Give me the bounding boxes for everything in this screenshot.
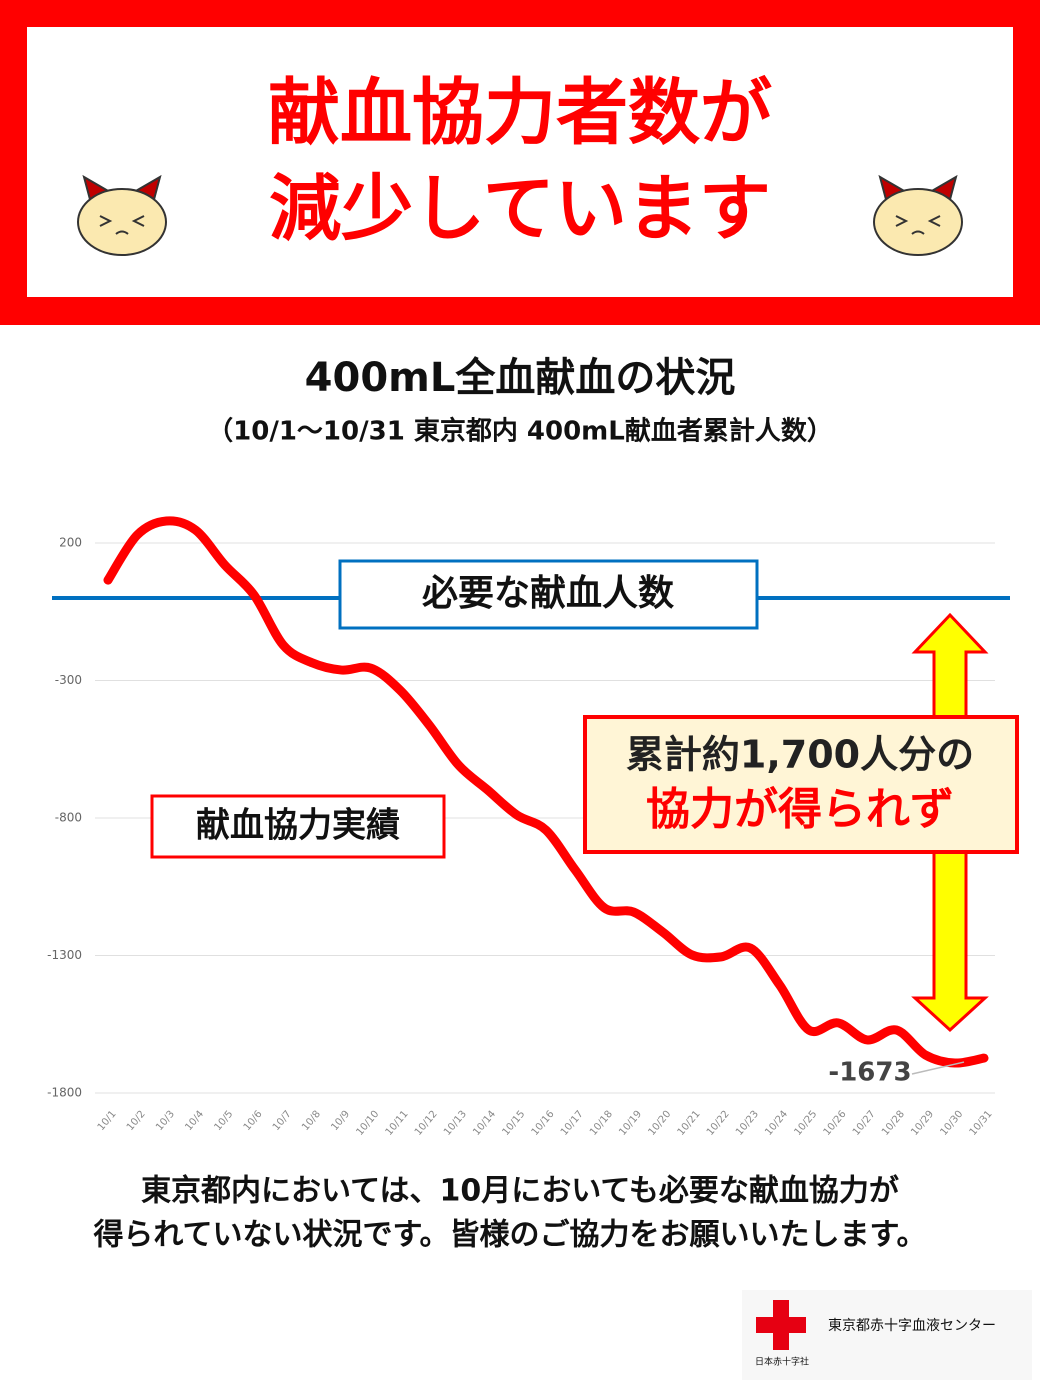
x-tick-label: 10/10 bbox=[354, 1109, 381, 1138]
x-tick-label: 10/1 bbox=[96, 1109, 119, 1133]
data-label: -1673 bbox=[828, 1058, 911, 1088]
footer-text: 東京都内においては、10月においても必要な献血協力が bbox=[141, 1174, 899, 1209]
x-tick-label: 10/30 bbox=[938, 1109, 965, 1138]
x-tick-label: 10/8 bbox=[300, 1109, 323, 1133]
header-title: 献血協力者数が bbox=[268, 71, 772, 155]
header-panel bbox=[27, 27, 1013, 297]
logo-panel bbox=[742, 1290, 1032, 1380]
x-tick-label: 10/15 bbox=[500, 1109, 527, 1138]
x-tick-label: 10/12 bbox=[413, 1109, 440, 1138]
x-tick-label: 10/5 bbox=[213, 1109, 236, 1133]
x-tick-label: 10/16 bbox=[530, 1109, 557, 1138]
x-tick-label: 10/19 bbox=[617, 1109, 644, 1138]
annotation-box bbox=[583, 715, 1019, 854]
parent-organization: 日本赤十字社 bbox=[755, 1356, 809, 1368]
chart-subtitle: （10/1～10/31 東京都内 400mL献血者累計人数） bbox=[207, 416, 833, 447]
x-tick-label: 10/27 bbox=[851, 1109, 878, 1138]
series-label-box bbox=[150, 794, 446, 859]
data-label-leader bbox=[911, 1061, 965, 1075]
y-tick-label: -1800 bbox=[47, 1086, 82, 1100]
plot: -1800 -1300 -800 -300 200 10/1 10/2 10/3 10/4 10/… bbox=[47, 516, 1019, 1138]
x-tick-label: 10/7 bbox=[271, 1109, 294, 1133]
x-tick-label: 10/28 bbox=[880, 1109, 907, 1138]
x-tick-label: 10/2 bbox=[125, 1109, 148, 1133]
organization: 東京都赤十字血液センター bbox=[828, 1318, 996, 1334]
x-tick-label: 10/6 bbox=[242, 1109, 265, 1133]
x-tick-label: 10/26 bbox=[822, 1109, 849, 1138]
series-label: 献血協力実績 bbox=[196, 806, 400, 846]
x-tick-label: 10/23 bbox=[734, 1109, 761, 1138]
x-tick-label: 10/24 bbox=[763, 1109, 790, 1138]
x-tick-label: 10/13 bbox=[442, 1109, 469, 1138]
y-tick-label: -1300 bbox=[47, 948, 82, 962]
face-icon bbox=[873, 174, 963, 256]
annotation: 累計約1,700人分の bbox=[626, 733, 974, 777]
red-cross-logo bbox=[756, 1300, 806, 1350]
x-tick-label: 10/20 bbox=[646, 1109, 673, 1138]
target-label: 必要な献血人数 bbox=[422, 573, 674, 614]
x-tick-label: 10/25 bbox=[792, 1109, 819, 1138]
y-tick-label: 200 bbox=[59, 536, 82, 550]
target-label-box bbox=[338, 559, 759, 630]
y-tick-label: -800 bbox=[55, 811, 82, 825]
data-line bbox=[103, 516, 989, 1068]
footer-text: 得られていない状況です。皆様のご協力をお願いいたします。 bbox=[92, 1218, 926, 1253]
y-tick-label: -300 bbox=[55, 673, 82, 687]
x-tick-label: 10/18 bbox=[588, 1109, 615, 1138]
x-tick-label: 10/11 bbox=[384, 1109, 411, 1138]
x-tick-label: 10/9 bbox=[329, 1109, 352, 1133]
x-tick-label: 10/29 bbox=[909, 1109, 936, 1138]
x-tick-label: 10/3 bbox=[154, 1109, 177, 1133]
x-tick-label: 10/21 bbox=[676, 1109, 703, 1138]
x-tick-label: 10/14 bbox=[471, 1109, 498, 1138]
chart-title: 400mL全血献血の状況 bbox=[305, 355, 736, 401]
x-tick-label: 10/4 bbox=[183, 1109, 206, 1133]
x-tick-label: 10/17 bbox=[559, 1109, 586, 1138]
x-tick-label: 10/31 bbox=[968, 1109, 995, 1138]
face-icon bbox=[77, 174, 167, 256]
header-title: 減少しています bbox=[269, 167, 771, 251]
x-tick-label: 10/22 bbox=[705, 1109, 732, 1138]
annotation: 協力が得られず bbox=[646, 784, 954, 835]
